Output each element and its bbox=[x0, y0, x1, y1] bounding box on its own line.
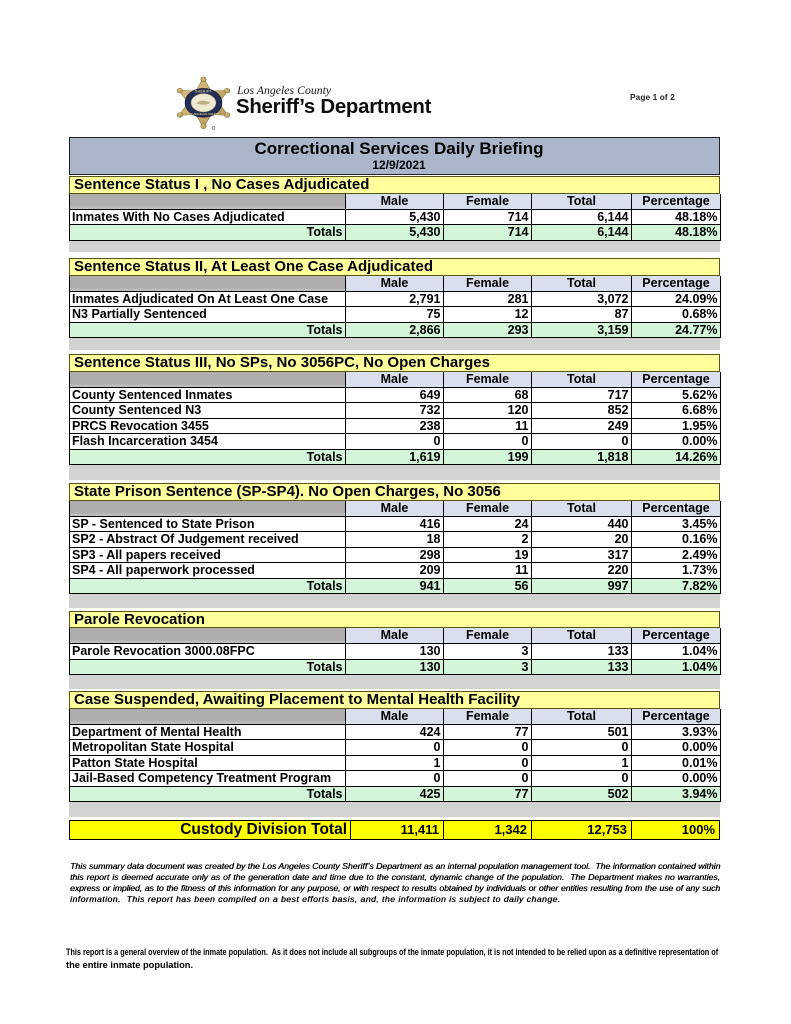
svg-text:LOS ANGELES COUNTY: LOS ANGELES COUNTY bbox=[187, 112, 221, 116]
svg-text:SHERIFF: SHERIFF bbox=[195, 90, 212, 94]
